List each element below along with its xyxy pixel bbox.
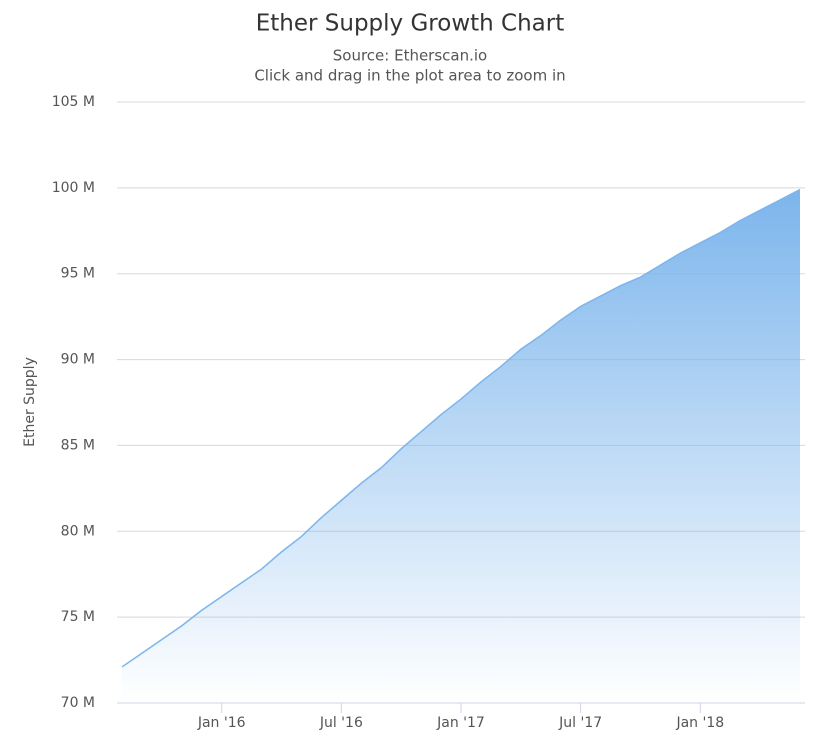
y-tick-label: 70 M (61, 695, 95, 711)
y-tick-label: 80 M (61, 523, 95, 539)
chart-note: Click and drag in the plot area to zoom … (254, 67, 565, 85)
area (122, 189, 800, 703)
x-tick-label: Jan '17 (436, 715, 485, 731)
y-tick-label: 85 M (61, 437, 95, 453)
y-tick-label: 95 M (61, 266, 95, 282)
line (121, 188, 801, 668)
chart-subtitle: Source: Etherscan.io (333, 47, 487, 65)
x-tick-label: Jan '18 (675, 715, 724, 731)
x-tick-label: Jan '16 (197, 715, 246, 731)
y-axis-title: Ether Supply (22, 357, 38, 447)
y-tick-label: 75 M (61, 609, 95, 625)
x-tick-label: Jul '16 (319, 715, 363, 731)
y-tick-label: 100 M (52, 180, 95, 196)
chart-title: Ether Supply Growth Chart (256, 11, 565, 37)
y-tick-label: 90 M (61, 352, 95, 368)
y-tick-label: 105 M (52, 94, 95, 110)
x-tick-label: Jul '17 (558, 715, 602, 731)
